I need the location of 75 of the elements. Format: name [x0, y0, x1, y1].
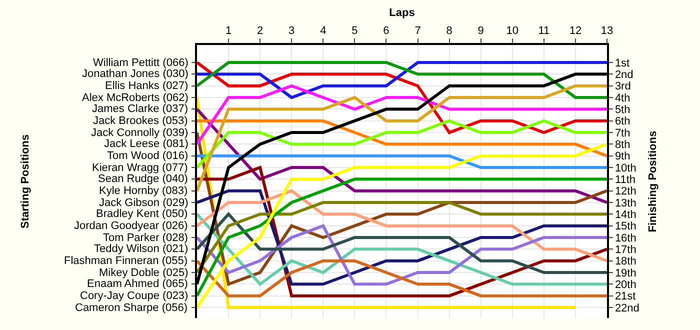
line-series: [197, 61, 607, 99]
y2-tick-label: 14th: [614, 209, 636, 222]
x-tick-label: 7: [414, 24, 421, 37]
y2-tick-label: 22nd: [614, 302, 640, 314]
y2-tick-label: 1st: [614, 57, 630, 70]
y2-tick-label: 15th: [614, 220, 636, 233]
y2-tick-label: 18th: [614, 256, 636, 268]
y2-tick-label: 21st: [614, 290, 636, 303]
series-label: Jordan Goodyear (026): [74, 220, 188, 232]
series-label: William Pettitt (066): [93, 57, 188, 69]
y2-tick-label: 8th: [614, 139, 630, 152]
line-series: [197, 108, 607, 204]
y2-tick-label: 5th: [614, 104, 630, 116]
y2-tick-label: 12th: [614, 186, 636, 198]
line-series: [197, 259, 607, 298]
x-tick-label: 6: [383, 24, 390, 37]
y2-tick-label: 13th: [614, 197, 636, 210]
x-tick-label: 13: [600, 24, 614, 37]
y2-tick-label: 19th: [614, 267, 636, 280]
series-label: Flashman Finneran (055): [64, 255, 188, 267]
series-label: Kyle Hornby (083): [99, 185, 188, 197]
series-label: James Clarke (037): [92, 103, 188, 115]
series-label: Jack Gibson (029): [99, 197, 188, 209]
x-axis-title: Laps: [389, 7, 415, 19]
x-tick-label: 10: [506, 24, 519, 37]
series-label: Tom Parker (028): [103, 232, 188, 244]
series-label: Alex McRoberts (062): [82, 92, 188, 104]
line-series: [197, 201, 607, 274]
series-label: Kieran Wragg (077): [92, 162, 188, 174]
x-tick-label: 8: [446, 24, 452, 37]
x-tick-label: 1: [225, 24, 232, 37]
x-tick-label: 2: [257, 24, 264, 37]
line-series: [197, 142, 607, 309]
series-label: Jack Leese (081): [104, 138, 188, 150]
y2-tick-label: 9th: [614, 150, 630, 163]
y2-tick-label: 17th: [614, 244, 636, 256]
y2-tick-label: 3rd: [614, 80, 631, 93]
y2-tick-label: 10th: [614, 162, 636, 174]
series-label: Enaam Ahmed (065): [87, 278, 188, 290]
x-tick-label: 5: [352, 24, 358, 37]
line-series: [197, 212, 607, 274]
line-series: [197, 189, 607, 286]
series-label: Jonathan Jones (030): [82, 68, 188, 80]
y2-axis-title: Finishing Positions: [647, 130, 660, 232]
y2-tick-label: 4th: [614, 92, 630, 104]
series-label: Ellis Hanks (027): [105, 80, 188, 92]
line-series: [197, 224, 607, 286]
series-label: Bradley Kent (050): [96, 208, 188, 220]
y2-tick-label: 11th: [614, 174, 636, 186]
line-series: [197, 84, 607, 192]
series-label: Tom Wood (016): [107, 150, 188, 162]
y2-tick-label: 7th: [614, 127, 630, 140]
y2-tick-label: 6th: [614, 116, 630, 128]
series-label: Cameron Sharpe (056): [75, 302, 188, 314]
text: Starting Positions: [20, 134, 32, 228]
line-series: [197, 212, 607, 286]
y2-tick-label: 2nd: [614, 69, 634, 82]
series-label: Jack Brookes (053): [93, 115, 188, 127]
x-tick-label: 9: [478, 24, 484, 37]
line-series: [197, 119, 607, 169]
line-series: [197, 189, 607, 262]
series-label: Cory-Jay Coupe (023): [80, 290, 188, 302]
line-series: [197, 119, 607, 158]
x-tick-label: 3: [288, 24, 295, 37]
series-label: Teddy Wilson (021): [94, 243, 188, 255]
line-series: [197, 61, 607, 134]
x-tick-label: 4: [320, 24, 326, 37]
line-series: [197, 84, 607, 146]
series-label: Mikey Doble (025): [99, 267, 188, 279]
series-label: Jack Connolly (039): [91, 127, 188, 139]
y2-tick-label: 16th: [614, 232, 636, 244]
x-tick-label: 12: [569, 24, 582, 37]
series-label: Sean Rudge (040): [98, 173, 188, 185]
y2-tick-label: 20th: [614, 279, 636, 292]
x-tick-label: 11: [538, 24, 550, 37]
